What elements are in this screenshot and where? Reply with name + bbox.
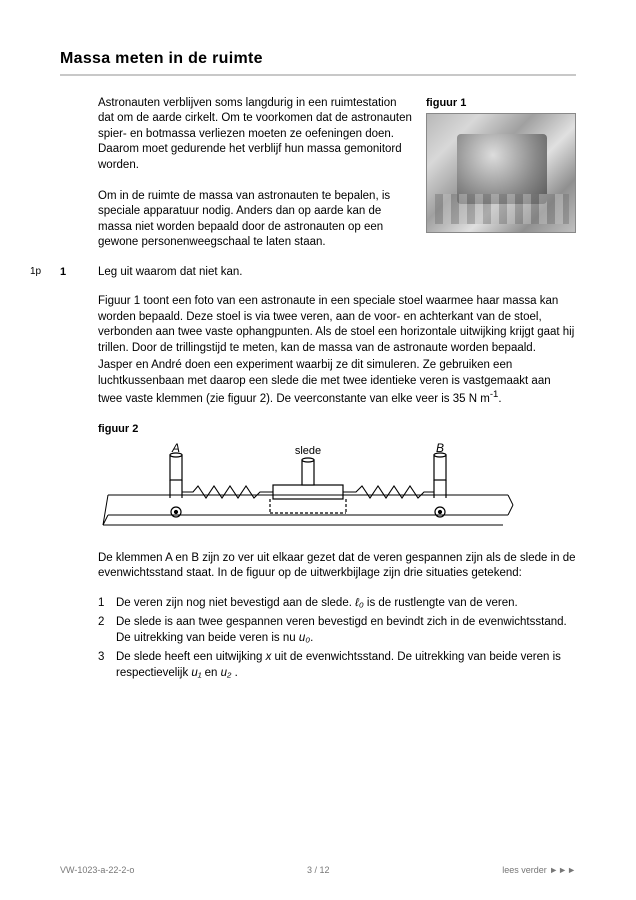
figure-1-label: figuur 1 — [426, 96, 576, 111]
list-item: 3 De slede heeft een uitwijking x uit de… — [98, 650, 576, 681]
figure-1: figuur 1 — [426, 96, 576, 234]
list-item: 1 De veren zijn nog niet bevestigd aan d… — [98, 596, 576, 612]
fig2-label-B: B — [436, 441, 444, 455]
list-item: 2 De slede is aan twee gespannen veren b… — [98, 615, 576, 646]
question-1-points: 1p — [30, 265, 41, 279]
figure-2-diagram: A slede B — [98, 440, 518, 535]
footer-right: lees verder ►►► — [502, 864, 576, 876]
question-1-text: Leg uit waarom dat niet kan. — [98, 266, 242, 278]
page-footer: VW-1023-a-22-2-o 3 / 12 lees verder ►►► — [60, 864, 576, 876]
fig2-label-A: A — [171, 441, 180, 455]
footer-left: VW-1023-a-22-2-o — [60, 864, 134, 876]
paragraph-3: Figuur 1 toont een foto van een astronau… — [98, 294, 576, 356]
fig2-label-slede: slede — [295, 445, 321, 457]
content-body: figuur 1 Astronauten verblijven soms lan… — [60, 96, 576, 682]
figure-1-image — [426, 113, 576, 233]
paragraph-5: De klemmen A en B zijn zo ver uit elkaar… — [98, 551, 576, 582]
figure-2: figuur 2 — [98, 422, 518, 535]
page-title: Massa meten in de ruimte — [60, 50, 263, 67]
question-1: 1p 1 Leg uit waarom dat niet kan. — [60, 265, 576, 281]
figure-2-label: figuur 2 — [98, 422, 518, 437]
footer-center: 3 / 12 — [307, 864, 330, 876]
situation-list: 1 De veren zijn nog niet bevestigd aan d… — [98, 596, 576, 682]
question-1-number: 1 — [60, 265, 66, 280]
paragraph-4: Jasper en André doen een experiment waar… — [98, 358, 576, 407]
